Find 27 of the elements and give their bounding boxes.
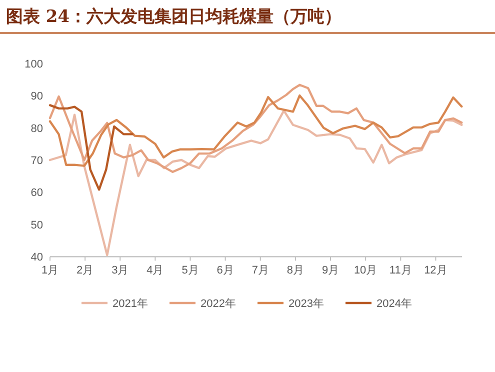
x-tick-label: 5月 — [182, 264, 199, 277]
legend-label: 2022年 — [200, 298, 236, 310]
line-series — [48, 94, 463, 167]
y-tick-label: 70 — [30, 155, 43, 167]
y-tick-label: 90 — [30, 90, 43, 103]
y-tick-label: 100 — [24, 58, 43, 70]
legend-label: 2024年 — [376, 298, 412, 310]
line-series — [48, 84, 463, 174]
legend-label: 2021年 — [112, 298, 148, 310]
chart-title: 图表 24：六大发电集团日均耗煤量（万吨） — [6, 7, 342, 27]
x-tick-label: 1月 — [41, 264, 59, 277]
x-tick-label: 3月 — [112, 264, 129, 277]
x-tick-label: 6月 — [216, 264, 234, 277]
y-tick-label: 80 — [30, 122, 43, 135]
x-tick-label: 10月 — [354, 264, 378, 277]
x-tick-label: 7月 — [252, 264, 269, 277]
x-tick-label: 2月 — [76, 264, 94, 277]
legend-label: 2023年 — [288, 298, 324, 310]
line-series — [48, 104, 134, 191]
x-tick-label: 4月 — [146, 264, 164, 277]
y-tick-label: 50 — [30, 219, 43, 232]
x-tick-label: 12月 — [424, 264, 448, 277]
x-tick-label: 8月 — [286, 264, 304, 277]
x-tick-label: 9月 — [322, 264, 340, 277]
y-tick-label: 60 — [30, 187, 43, 200]
y-tick-label: 40 — [30, 252, 43, 264]
x-tick-label: 11月 — [389, 264, 412, 277]
